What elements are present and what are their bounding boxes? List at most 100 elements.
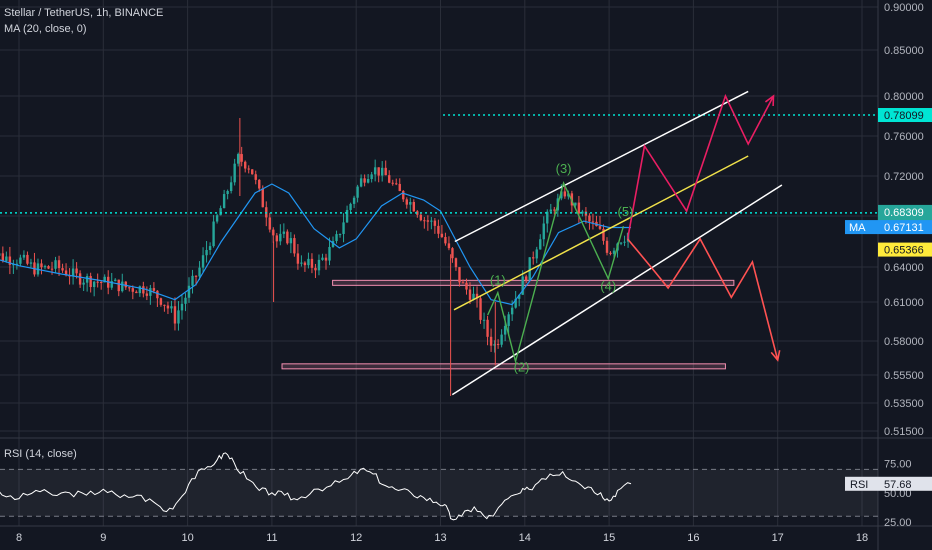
candle-body	[50, 268, 54, 270]
rsi-tag-value[interactable]: 57.68	[884, 479, 912, 491]
candle-body	[43, 266, 47, 268]
candle-body	[377, 167, 380, 176]
candle-body	[131, 288, 135, 292]
candle-body	[588, 215, 591, 222]
candle-body	[29, 262, 33, 264]
wave-label-3[interactable]: (3)	[556, 161, 572, 176]
price-tick-label: 0.55500	[884, 370, 924, 382]
rsi-tag-bg[interactable]	[845, 476, 932, 491]
candle-body	[391, 182, 394, 184]
candle-body	[475, 293, 479, 299]
time-tick-label[interactable]: 16	[687, 532, 699, 544]
candle-body	[419, 214, 423, 221]
support-zones[interactable]	[281, 279, 735, 370]
price-axis[interactable]: 0.900000.850000.800000.760000.720000.680…	[845, 2, 932, 529]
wave-line[interactable]	[487, 180, 625, 365]
price-tag-value[interactable]: 0.65366	[884, 245, 924, 257]
candle-body	[510, 307, 514, 315]
support-zone-rect[interactable]	[332, 279, 735, 286]
time-tick-label[interactable]: 8	[16, 532, 22, 544]
candle-body	[542, 223, 545, 240]
time-tick-label[interactable]: 14	[519, 532, 531, 544]
candle-body	[612, 250, 616, 254]
bearish-projection-arrowhead[interactable]	[770, 350, 781, 362]
trend-channel[interactable]	[451, 90, 783, 396]
candle-body	[26, 254, 29, 264]
candle-body	[12, 264, 15, 266]
ma-legend: MA (20, close, 0)	[4, 23, 87, 35]
time-tick-label[interactable]: 13	[434, 532, 446, 544]
price-tick-label: 0.64000	[884, 262, 924, 274]
price-tag-bg[interactable]	[878, 108, 932, 123]
rsi-tag-name[interactable]: RSI	[850, 479, 868, 491]
price-tick-label: 0.61000	[884, 297, 924, 309]
candle-body	[198, 267, 201, 277]
price-tag-value[interactable]: 0.78099	[884, 110, 924, 122]
wave-label-4[interactable]: (4)	[600, 279, 616, 294]
rsi-tick-label: 75.00	[884, 458, 912, 470]
candle-body	[356, 186, 359, 198]
price-tag-name[interactable]: MA	[849, 222, 866, 234]
candle-body	[205, 250, 208, 256]
price-tag-value[interactable]: 0.67131	[884, 222, 924, 234]
time-tick-label[interactable]: 10	[181, 532, 193, 544]
candle-body	[532, 257, 535, 259]
candle-body	[395, 183, 398, 185]
time-tick-label[interactable]: 12	[350, 532, 362, 544]
time-tick-label[interactable]: 15	[603, 532, 615, 544]
price-tag-value[interactable]: 0.68309	[884, 207, 924, 219]
candle-body	[433, 220, 437, 226]
candle-body	[71, 268, 75, 277]
candle-body	[461, 282, 465, 284]
support-zone-rect[interactable]	[281, 363, 726, 370]
candle-body	[331, 241, 335, 247]
time-tick-label[interactable]: 17	[772, 532, 784, 544]
candle-body	[451, 248, 454, 259]
time-axis[interactable]: 8 9 10 11 12 13 14 15 16 17 18	[16, 532, 868, 544]
candle-body	[598, 226, 602, 229]
time-tick-label[interactable]: 9	[100, 532, 106, 544]
candle-body	[591, 221, 595, 223]
price-tick-label: 0.58000	[884, 336, 924, 348]
candle-body	[303, 262, 307, 266]
bullish-projection[interactable]	[626, 93, 775, 240]
candle-body	[482, 319, 486, 321]
candle-body	[99, 282, 103, 284]
channel-lower-line[interactable]	[451, 184, 783, 396]
rsi-tick-label: 25.00	[884, 517, 912, 529]
candle-body	[359, 178, 363, 187]
candle-body	[409, 201, 412, 205]
candle-body	[444, 237, 447, 244]
candle-body	[240, 154, 243, 162]
bearish-projection[interactable]	[627, 237, 779, 361]
elliott-wave[interactable]: (1) (2) (3) (4) (5)	[487, 161, 634, 374]
candle-body	[251, 169, 254, 175]
price-tag-bg[interactable]	[878, 242, 932, 257]
price-tag-bg[interactable]	[878, 220, 932, 235]
channel-middle-line[interactable]	[453, 155, 749, 311]
channel-upper-line[interactable]	[454, 90, 749, 243]
candle-body	[163, 304, 166, 306]
candle-body	[363, 178, 366, 183]
candle-body	[82, 282, 85, 285]
horizontal-levels[interactable]	[0, 114, 878, 214]
candle-body	[64, 270, 68, 276]
candle-body	[549, 209, 552, 212]
wave-label-2[interactable]: (2)	[514, 359, 530, 374]
candle-body	[335, 234, 338, 242]
wave-label-5[interactable]: (5)	[617, 204, 633, 219]
wave-label-1[interactable]: (1)	[490, 273, 506, 288]
price-tag-name-bg[interactable]	[845, 220, 878, 235]
price-tick-label: 0.90000	[884, 2, 924, 14]
candle-body	[8, 256, 12, 265]
candle-body	[317, 259, 321, 271]
candle-body	[430, 220, 433, 222]
time-tick-label[interactable]: 11	[266, 532, 277, 544]
projection-paths[interactable]	[626, 93, 781, 362]
rsi-band-fill	[0, 469, 878, 517]
candle-body	[349, 203, 352, 210]
time-tick-label[interactable]: 18	[856, 532, 868, 544]
bullish-projection-arrowhead[interactable]	[764, 94, 775, 107]
candle-body	[380, 167, 384, 176]
